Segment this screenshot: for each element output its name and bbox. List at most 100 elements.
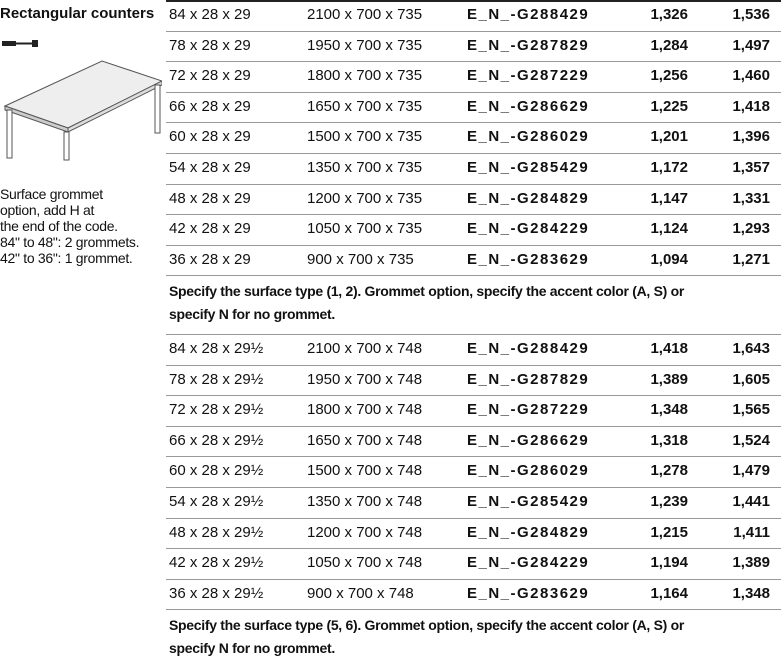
table-cell: 78 x 28 x 29: [169, 36, 251, 54]
row-rule: [166, 517, 781, 519]
table-cell: 36 x 28 x 29½: [169, 584, 264, 602]
table-cell: 60 x 28 x 29: [169, 128, 251, 146]
table-cell: 1,172: [650, 159, 688, 176]
row-rule: [166, 275, 781, 277]
table-cell: 72 x 28 x 29½: [169, 401, 264, 419]
product-illustration: [2, 40, 162, 161]
table-cell: 1,389: [650, 370, 688, 388]
table-cell: 1650 x 700 x 735: [307, 97, 423, 115]
table-cell: E_N_-G285429: [467, 159, 590, 176]
table-cell: 84 x 28 x 29: [169, 6, 251, 23]
row-rule: [166, 395, 781, 397]
table-cell: 1,565: [732, 401, 770, 419]
row-rule: [166, 153, 781, 154]
table-cell: E_N_-G284229: [467, 554, 590, 572]
row-rule: [166, 487, 781, 488]
table-cell: 54 x 28 x 29: [169, 159, 251, 176]
row-rule: [166, 122, 781, 124]
table-cell: 1,643: [732, 340, 770, 357]
table-cell: 1,348: [650, 401, 688, 419]
side-note-line: option, add H at: [0, 202, 95, 218]
table-cell: 1,124: [650, 220, 688, 238]
table-cell: 1,326: [650, 6, 688, 23]
row-rule: [166, 425, 781, 427]
table-cell: 1,331: [732, 189, 770, 207]
table-cell: 1,479: [732, 462, 770, 480]
side-note-line: Surface grommet: [0, 186, 103, 202]
table-cell: 1,318: [650, 431, 688, 449]
table-cell: E_N_-G287229: [467, 401, 590, 419]
table-cell: E_N_-G288429: [467, 6, 590, 23]
table-cell: 1,215: [650, 523, 688, 541]
table-cell: 1,348: [732, 584, 770, 602]
table-cell: E_N_-G286029: [467, 462, 590, 480]
table-note: Specify the surface type (5, 6). Grommet…: [169, 617, 685, 634]
row-rule: [166, 214, 781, 216]
table-cell: 1950 x 700 x 735: [307, 36, 423, 54]
table-cell: 1650 x 700 x 748: [307, 431, 423, 449]
table-cell: 1,194: [650, 554, 688, 572]
table-cell: E_N_-G286629: [467, 97, 590, 115]
table-cell: 1,239: [650, 493, 688, 510]
table-cell: 900 x 700 x 735: [307, 250, 414, 268]
row-rule: [166, 183, 781, 185]
table-cell: 1350 x 700 x 735: [307, 159, 423, 176]
side-note-line: the end of the code.: [0, 218, 118, 234]
table-cell: 36 x 28 x 29: [169, 250, 251, 268]
table-cell: 54 x 28 x 29½: [169, 493, 264, 510]
table-cell: 1,225: [650, 97, 688, 115]
table-cell: 1,536: [732, 6, 770, 23]
row-rule: [166, 30, 781, 32]
table-cell: 1,147: [650, 189, 688, 207]
table-note: specify N for no grommet.: [169, 306, 335, 323]
table-cell: 1,284: [650, 36, 688, 54]
row-rule: [166, 609, 781, 611]
table-cell: 1800 x 700 x 735: [307, 67, 423, 85]
table-cell: 42 x 28 x 29: [169, 220, 251, 238]
row-rule: [166, 456, 781, 458]
table-cell: 1050 x 700 x 735: [307, 220, 423, 238]
table-cell: 1,256: [650, 67, 688, 85]
table-cell: 48 x 28 x 29½: [169, 523, 264, 541]
table-cell: 1,441: [732, 493, 770, 510]
row-rule: [166, 244, 781, 246]
table-cell: E_N_-G286629: [467, 431, 590, 449]
table-cell: E_N_-G288429: [467, 340, 590, 357]
table-cell: 60 x 28 x 29½: [169, 462, 264, 480]
table-cell: 1500 x 700 x 748: [307, 462, 423, 480]
table-top-rule: [166, 0, 781, 2]
row-rule: [166, 364, 781, 366]
table-cell: E_N_-G286029: [467, 128, 590, 146]
table-cell: E_N_-G287829: [467, 370, 590, 388]
table-cell: 1,497: [732, 36, 770, 54]
side-note-line: 84" to 48": 2 grommets.: [0, 234, 140, 250]
table-cell: 1350 x 700 x 748: [307, 493, 423, 510]
table-cell: 66 x 28 x 29½: [169, 431, 264, 449]
table-cell: 66 x 28 x 29: [169, 97, 251, 115]
table-cell: 1,164: [650, 584, 688, 602]
table-cell: 2100 x 700 x 735: [307, 6, 423, 23]
table-cell: 2100 x 700 x 748: [307, 340, 423, 357]
table-cell: E_N_-G283629: [467, 250, 590, 268]
table-cell: 1,094: [650, 250, 688, 268]
side-note-line: 42" to 36": 1 grommet.: [0, 250, 133, 266]
table-cell: 1,396: [732, 128, 770, 146]
table-cell: 1,418: [732, 97, 770, 115]
table-cell: 1,418: [650, 340, 688, 357]
table-cell: 1500 x 700 x 735: [307, 128, 423, 146]
table-cell: 1200 x 700 x 735: [307, 189, 423, 207]
section-title: Rectangular counters: [0, 5, 155, 22]
table-cell: 1,605: [732, 370, 770, 388]
row-rule: [166, 91, 781, 93]
table-cell: 1,411: [733, 523, 770, 541]
table-top-rule: [166, 334, 781, 335]
row-rule: [166, 61, 781, 63]
table-cell: 1,357: [732, 159, 770, 176]
row-rule: [166, 578, 781, 580]
table-cell: 1,201: [650, 128, 688, 146]
table-cell: 900 x 700 x 748: [307, 584, 414, 602]
table-cell: 48 x 28 x 29: [169, 189, 251, 207]
table-cell: 1,460: [732, 67, 770, 85]
table-cell: E_N_-G287229: [467, 67, 590, 85]
